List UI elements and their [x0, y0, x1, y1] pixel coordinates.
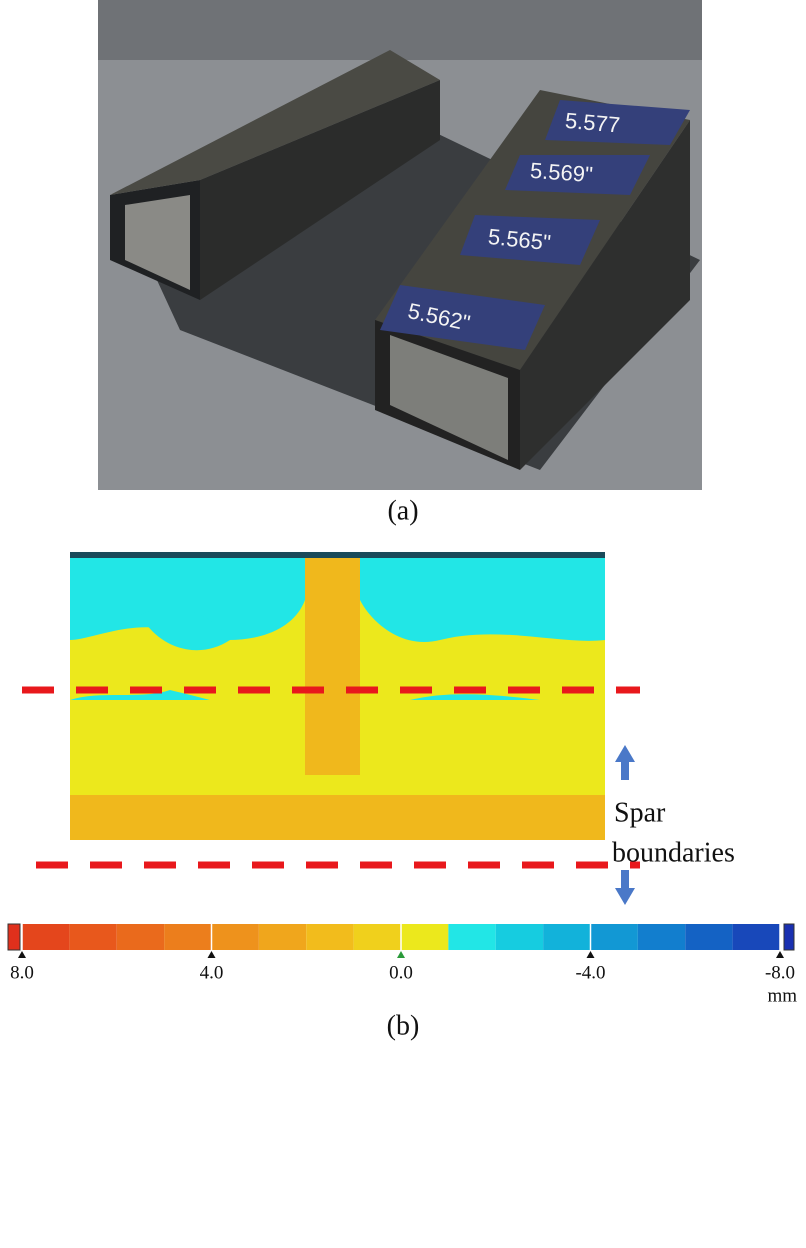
colorbar-swatch	[685, 924, 733, 950]
colorbar-swatch	[401, 924, 449, 950]
tick-mark	[586, 951, 595, 958]
tape	[460, 215, 600, 265]
map-region	[140, 608, 230, 651]
panel-label: (a)	[387, 495, 418, 526]
tick-label: -8.0	[765, 962, 795, 983]
colorbar-swatch	[306, 924, 354, 950]
colorbar-end	[783, 923, 795, 951]
colorbar-swatch	[211, 924, 259, 950]
colorbar-swatch	[353, 924, 401, 950]
measurement: 5.577	[564, 108, 621, 138]
map-region	[70, 552, 305, 640]
tick-label: 0.0	[389, 962, 413, 983]
unit-label: mm	[767, 985, 797, 1006]
spar-opening	[125, 195, 190, 290]
map-band	[70, 795, 605, 840]
arrow-down	[615, 870, 635, 905]
photo: 5.577 5.569" 5.565" 5.562"	[98, 0, 702, 490]
colorbar-swatch	[116, 924, 165, 950]
tape	[505, 155, 650, 195]
spar-opening	[390, 335, 508, 460]
tick-mark	[207, 951, 216, 958]
colorbar-swatch	[495, 924, 544, 950]
tape	[380, 285, 545, 350]
colorbar-swatch	[448, 924, 496, 950]
photo-background	[98, 0, 702, 60]
colorbar-swatch	[732, 924, 780, 950]
colorbar-swatch	[22, 924, 70, 950]
annotation: Spar	[614, 797, 666, 828]
colorbar-swatch	[543, 924, 591, 950]
tick-mark	[776, 951, 784, 958]
tick-label: 8.0	[10, 962, 34, 983]
tape	[545, 100, 690, 145]
map-band	[305, 552, 360, 775]
tick-label: -4.0	[575, 962, 605, 983]
spar-side	[520, 120, 690, 470]
tick-mark	[397, 951, 405, 958]
measurement: 5.569"	[529, 158, 593, 187]
colorbar-swatch	[164, 924, 212, 950]
spar-top	[110, 50, 440, 195]
colorbar: 8.0 4.0 0.0 -4.0 -8.0	[7, 923, 795, 983]
panel-label: (b)	[387, 1010, 420, 1041]
deformation-map	[70, 552, 605, 840]
colorbar-swatch	[590, 924, 638, 950]
annotation: boundaries	[612, 837, 735, 868]
tick-mark	[18, 951, 26, 958]
map-region	[70, 552, 605, 642]
colorbar-end	[7, 923, 21, 951]
colorbar-swatch	[69, 924, 117, 950]
spar-side	[200, 80, 440, 300]
arrow-up	[615, 745, 635, 780]
colorbar-swatch	[258, 924, 307, 950]
tick-label: 4.0	[200, 962, 224, 983]
map-edge	[70, 552, 605, 558]
colorbar-swatch	[637, 924, 686, 950]
